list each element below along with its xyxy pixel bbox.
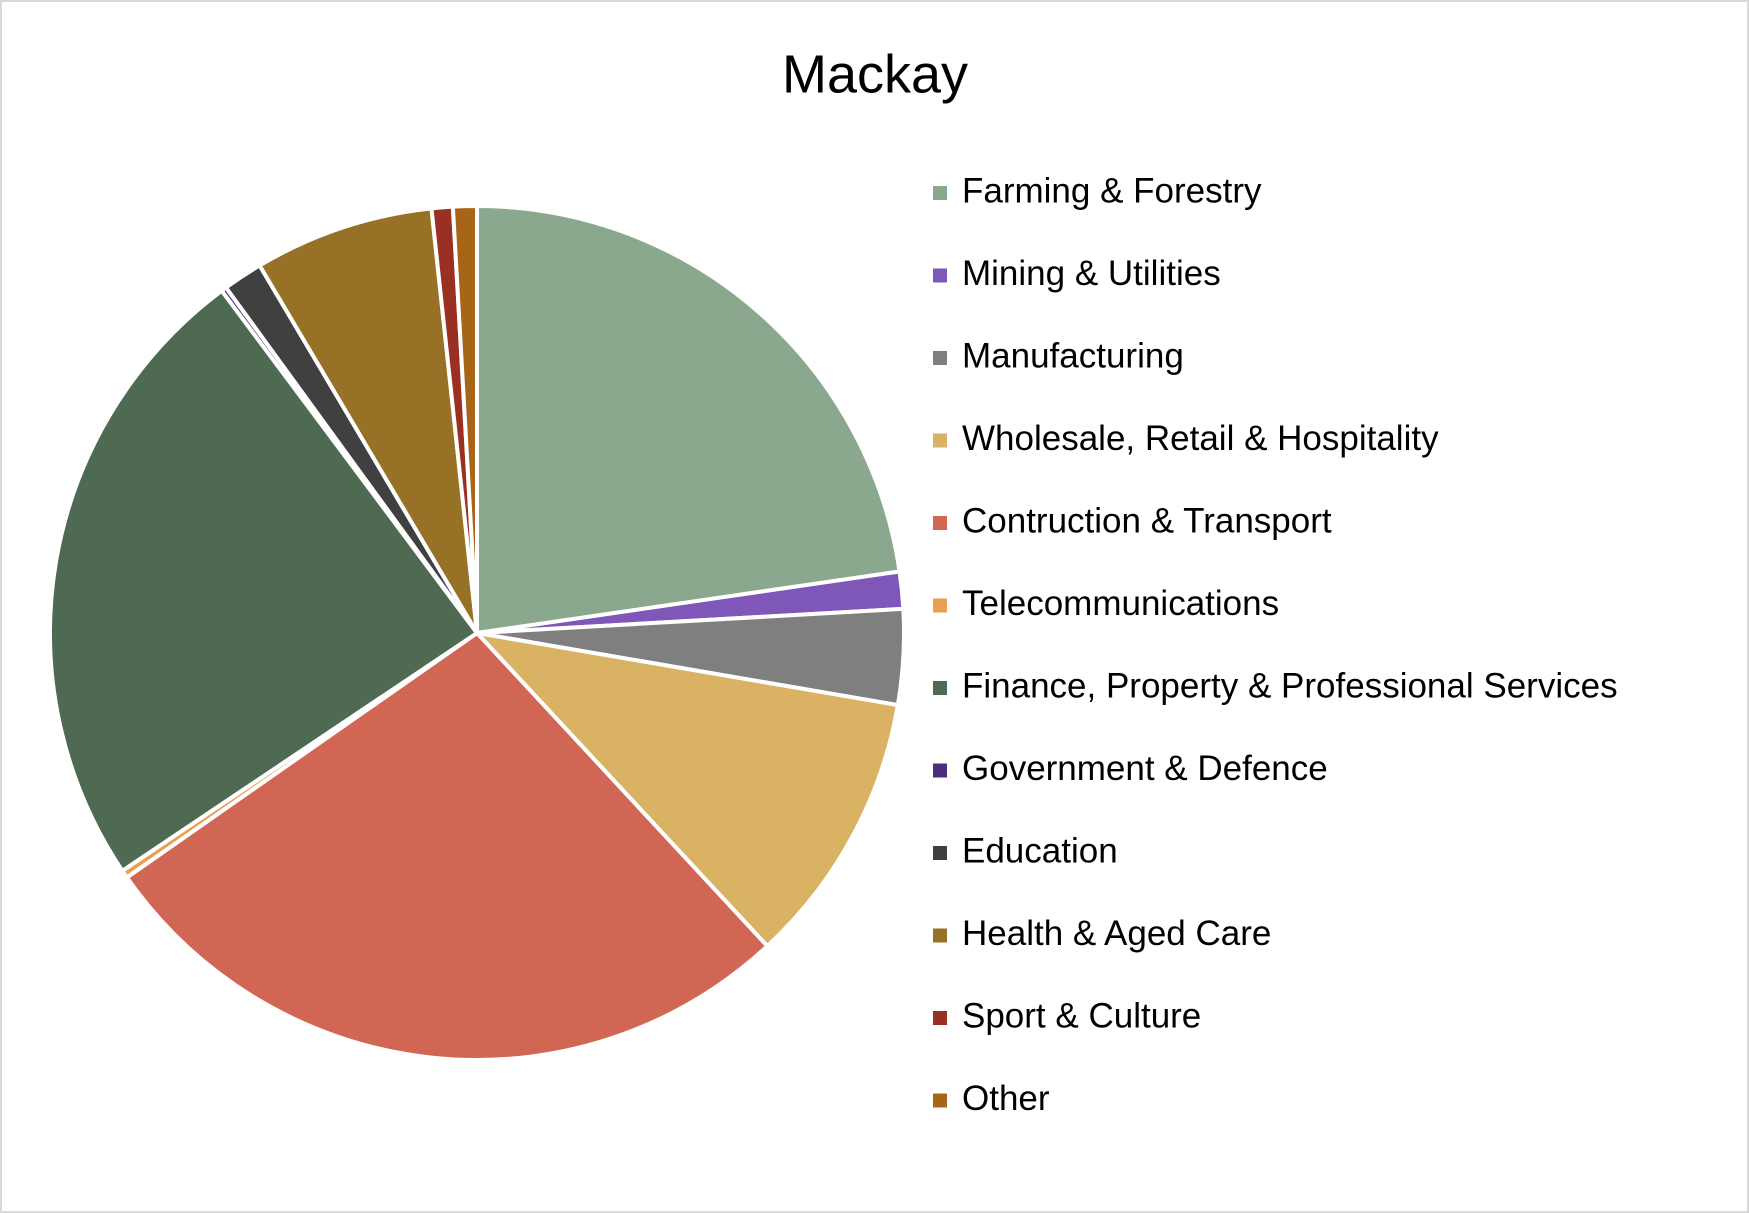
pie-slice <box>450 204 479 635</box>
legend-label: Sport & Culture <box>962 996 1201 1035</box>
legend-swatch <box>933 1011 947 1025</box>
legend-swatch <box>933 186 947 200</box>
legend-label: Health & Aged Care <box>962 914 1271 953</box>
legend-swatch <box>933 928 947 943</box>
pie-slice <box>475 204 902 635</box>
legend-swatch <box>933 598 947 613</box>
pie-slice <box>257 206 479 635</box>
legend-label: Contruction & Transport <box>962 501 1332 540</box>
legend-swatch <box>933 351 947 365</box>
legend-label: Farming & Forestry <box>962 171 1262 210</box>
legend-label: Telecommunications <box>962 584 1279 623</box>
legend-label: Other <box>962 1079 1050 1118</box>
legend-swatch <box>933 433 947 448</box>
legend-swatch <box>933 763 947 778</box>
chart-title: Mackay <box>782 44 968 104</box>
legend-label: Manufacturing <box>962 336 1184 375</box>
pie-slice <box>124 631 770 1062</box>
legend-swatch <box>933 516 947 530</box>
legend-swatch <box>933 268 947 283</box>
legend-label: Education <box>962 831 1118 870</box>
legend-label: Finance, Property & Professional Service… <box>962 666 1618 705</box>
legend-label: Wholesale, Retail & Hospitality <box>962 419 1439 458</box>
legend-label: Government & Defence <box>962 749 1328 788</box>
legend-label: Mining & Utilities <box>962 254 1221 293</box>
pie-slice <box>475 631 900 949</box>
legend-swatch <box>933 846 947 860</box>
legend-swatch <box>933 681 947 695</box>
legend-swatch <box>933 1093 947 1108</box>
pie-slice <box>48 288 479 873</box>
